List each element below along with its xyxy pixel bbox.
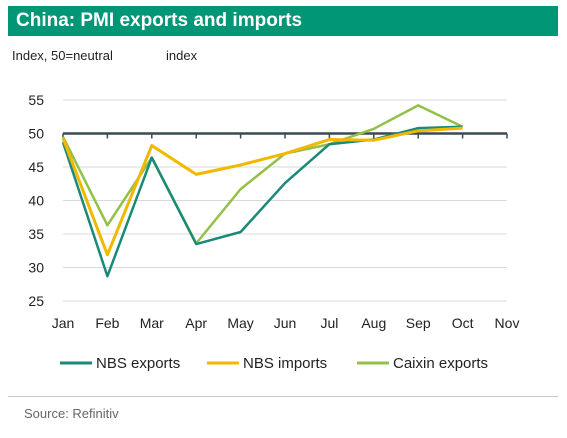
y-tick-label: 35: [28, 226, 44, 242]
source-note: Source: Refinitiv: [24, 406, 119, 421]
title-bar: China: PMI exports and imports: [8, 6, 558, 36]
source-divider: [8, 396, 558, 397]
legend-label: NBS exports: [96, 355, 180, 372]
y-tick-label: 55: [28, 92, 44, 108]
x-tick-label: Aug: [361, 315, 386, 331]
legend: NBS exports NBS imports Caixin exports: [60, 355, 488, 372]
x-tick-label: Mar: [140, 315, 164, 331]
y-axis-label: Index, 50=neutral: [12, 48, 113, 63]
y-tick-label: 40: [28, 193, 44, 209]
y-tick-label: 50: [28, 126, 44, 142]
series-line-caixin-exports: [61, 104, 464, 245]
x-tick-label: Jan: [52, 315, 75, 331]
chart-title: China: PMI exports and imports: [16, 10, 303, 31]
legend-label: Caixin exports: [393, 355, 488, 372]
series-line-nbs-imports: [61, 126, 463, 257]
y-tick-label: 25: [28, 293, 44, 309]
x-tick-label: Jul: [320, 315, 338, 331]
x-tick-label: Sep: [406, 315, 431, 331]
y-tick-label: 45: [28, 159, 44, 175]
y-tick-labels: 25 30 35 40 45 50 55: [28, 92, 44, 309]
unit-label: index: [166, 48, 198, 63]
x-tick-label: Nov: [495, 315, 520, 331]
x-tick-label: Feb: [95, 315, 119, 331]
x-tick-labels: Jan Feb Mar Apr May Jun Jul Aug Sep Oct Nov: [52, 315, 520, 331]
y-tick-label: 30: [28, 260, 44, 276]
x-tick-label: Jun: [274, 315, 297, 331]
x-tick-label: Oct: [452, 315, 474, 331]
series-line-nbs-exports: [61, 125, 463, 278]
legend-label: NBS imports: [243, 355, 327, 372]
x-tick-label: Apr: [185, 315, 207, 331]
series-lines: [61, 104, 464, 278]
x-tick-label: May: [227, 315, 253, 331]
neutral-reference-line: [62, 132, 508, 139]
